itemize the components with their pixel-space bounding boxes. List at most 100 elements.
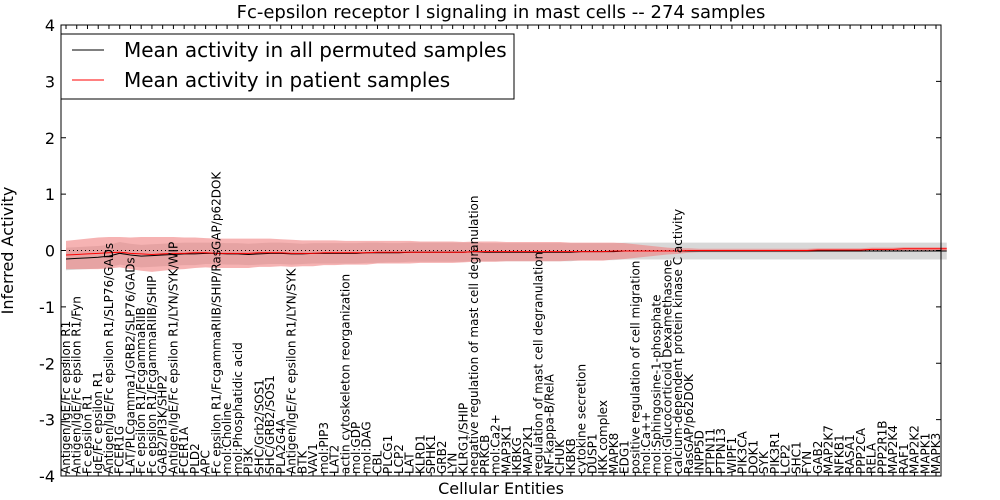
x-tick-label: MAP2K4	[886, 425, 900, 474]
x-tick-label: PPP2CA	[854, 427, 868, 474]
x-tick-label: IgE/Fc epsilon R1	[91, 371, 105, 474]
x-tick-label: mol:PIP3	[317, 422, 331, 474]
x-tick-label: PTPN13	[714, 428, 728, 474]
x-tick-label: GRB2	[435, 440, 449, 474]
x-tick-label: GAB2/PI3K/SHP2	[156, 375, 170, 474]
x-tick-label: mol:Glucocorticoid Dexamethasone	[660, 260, 674, 474]
x-tick-label: SHC/GRB2/SOS1	[263, 375, 277, 474]
x-tick-label: LAT/PLCgamma1/GRB2/SLP76/GADs	[123, 257, 137, 474]
x-tick-label: PTPN11	[703, 428, 717, 474]
x-tick-label: FYN	[800, 451, 814, 474]
x-tick-label: MAP3K1	[499, 425, 513, 474]
x-tick-label: MAP2K1	[521, 425, 535, 474]
legend-label-permuted: Mean activity in all permuted samples	[124, 38, 507, 62]
x-tick-label: FCER1G	[113, 426, 127, 474]
x-tick-label: mol:Ca++	[639, 412, 653, 474]
x-tick-label: KLRG1/SHIP	[456, 403, 470, 474]
x-tick-label: calcium-dependent protein kinase C activ…	[671, 209, 685, 474]
x-tick-label: BTK	[295, 449, 309, 474]
x-tick-label: RASA1	[843, 434, 857, 474]
y-tick-label: -3	[39, 411, 55, 430]
y-tick-label: 1	[45, 185, 55, 204]
band-patient	[66, 236, 947, 272]
x-tick-label: PIK3R1	[768, 432, 782, 474]
x-tick-label: KLRD1	[413, 434, 427, 474]
x-tick-label: PI3K	[242, 447, 256, 474]
x-tick-label: MAPK3	[929, 433, 943, 474]
x-tick-label: APC	[199, 450, 213, 474]
x-tick-label: Antigen/IgE/Fc epsilon R1/SLP76/GADs	[102, 243, 116, 474]
y-axis-title: Inferred Activity	[0, 187, 17, 315]
x-tick-label: mol:GDP	[349, 422, 363, 474]
x-tick-label: DUSP1	[585, 433, 599, 474]
series-lines	[65, 248, 947, 260]
chart-title: Fc-epsilon receptor I signaling in mast …	[237, 2, 766, 23]
x-tick-label: Fc epsilon R1/FcgammaRIIB	[134, 307, 148, 474]
y-tick-label: 2	[45, 129, 55, 148]
legend-label-patient: Mean activity in patient samples	[124, 68, 450, 92]
x-tick-label: Fc epsilon R1	[80, 394, 94, 474]
x-tick-label: mol:Choline	[220, 403, 234, 474]
x-tick-label: Antigen/IgE/Fc epsilon R1/LYN/SYK/WIP	[166, 242, 180, 474]
x-tick-label: SHC/Grb2/SOS1	[252, 379, 266, 474]
y-tick-label: 4	[45, 16, 55, 35]
x-tick-label: cytokine secretion	[575, 364, 589, 474]
y-axis: 4 3 2 1 0 -1 -2 -3 -4	[39, 16, 941, 486]
y-tick-label: 0	[45, 242, 55, 261]
y-tick-label: 3	[45, 72, 55, 91]
x-tick-label: NF-kappa-B/RelA	[542, 373, 556, 474]
x-tick-label: INPP5D	[693, 430, 707, 474]
x-tick-label: EDG1	[618, 440, 632, 474]
x-tick-label: RAF1	[897, 443, 911, 474]
x-tick-label: PLD2	[188, 443, 202, 474]
x-tick-label: SPHK1	[424, 435, 438, 474]
confidence-bands	[66, 236, 947, 272]
x-tick-label: mol:Sphingosine-1-phosphate	[650, 295, 664, 475]
x-tick-label: LYN	[446, 453, 460, 474]
x-tick-label: FCER1A	[177, 426, 191, 474]
x-tick-label: IKK complex	[596, 400, 610, 474]
x-tick-label: IKBKB	[564, 438, 578, 474]
x-tick-label: PRKCB	[478, 435, 492, 474]
x-tick-label: PIK3CA	[736, 430, 750, 474]
x-tick-label: GAB2	[811, 441, 825, 474]
x-tick-label: positive regulation of cell migration	[628, 261, 642, 474]
x-tick-label: MAP2K7	[822, 425, 836, 474]
x-tick-label: LAT2	[328, 445, 342, 474]
x-tick-label: mol:Ca2+	[489, 414, 503, 474]
x-tick-label: MAPK1	[918, 433, 932, 474]
x-tick-label: PLA2G4A	[274, 418, 288, 474]
y-tick-label: -2	[39, 354, 55, 373]
x-tick-label: RasGAP/p62DOK	[682, 373, 696, 474]
x-tick-label: WIPF1	[725, 437, 739, 474]
y-tick-label: -1	[39, 298, 55, 317]
line-patient	[65, 248, 947, 256]
y-tick-label: -4	[39, 467, 55, 486]
x-axis: Antigen/IgE/Fc epsilon R1Antigen/IgE/Fc …	[59, 25, 943, 476]
x-tick-label: mol:DAG	[360, 421, 374, 474]
legend: Mean activity in all permuted samples Mea…	[60, 33, 515, 100]
x-tick-label: regulation of mast cell degranulation	[532, 252, 546, 474]
x-tick-label: LCP2	[392, 444, 406, 474]
x-tick-label: Fc epsilon R1/FcgammaRIIB/SHIP	[145, 276, 159, 474]
legend-box	[60, 33, 515, 100]
x-tick-label: PPP2R1B	[875, 420, 889, 474]
x-tick-label: Antigen/IgE/Fc epsilon R1	[59, 321, 73, 474]
x-tick-label: DOK1	[746, 440, 760, 474]
x-tick-label: actin cytoskeleton reorganization	[338, 274, 352, 474]
x-tick-label: CBL	[370, 450, 384, 474]
x-tick-label: MAPK8	[607, 433, 621, 474]
x-tick-label: mol:Phosphatidic acid	[231, 342, 245, 474]
x-tick-label: VAV1	[306, 443, 320, 474]
x-tick-label: PLCG1	[381, 435, 395, 474]
x-tick-label: NFKB1	[832, 434, 846, 474]
x-tick-label: negative regulation of mast cell degranu…	[467, 195, 481, 474]
x-tick-label: Antigen/IgE/Fc epsilon R1/Fyn	[70, 296, 84, 474]
x-axis-title: Cellular Entities	[438, 479, 564, 498]
x-tick-label: SYK	[757, 450, 771, 474]
x-tick-label: Antigen/IgE/Fc epsilon R1/LYN/SYK	[285, 267, 299, 474]
x-tick-label: IKBKG	[510, 437, 524, 474]
x-tick-label: Fc epsilon R1/FcgammaRIIB/SHIP/RasGAP/p6…	[209, 171, 223, 474]
x-tick-label: CHUK	[553, 439, 567, 474]
